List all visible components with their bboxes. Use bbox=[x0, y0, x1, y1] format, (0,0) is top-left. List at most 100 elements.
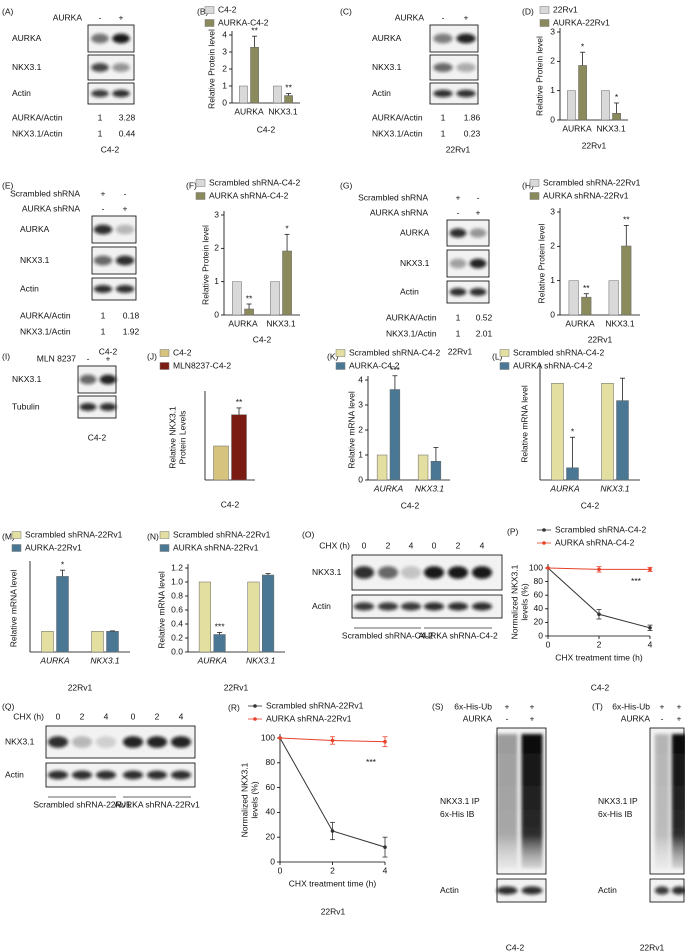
condition-label: Scrambled shRNA bbox=[358, 192, 428, 202]
legend-swatch bbox=[529, 192, 540, 200]
annotation: *** bbox=[631, 576, 642, 586]
bar bbox=[601, 383, 614, 481]
legend-label: Scrambled shRNA-C4-2 bbox=[349, 347, 440, 357]
bar bbox=[282, 250, 292, 316]
row-label: Actin bbox=[400, 286, 419, 296]
blot-band bbox=[99, 374, 117, 385]
legend-label: AURKA shRNA-C4-2 bbox=[555, 537, 635, 547]
condition-label: 6x-His-Ub bbox=[612, 701, 650, 711]
blot-band bbox=[449, 288, 467, 296]
bar bbox=[389, 389, 401, 481]
row-label: Actin bbox=[20, 283, 39, 293]
legend-swatch bbox=[195, 192, 206, 200]
x-tick-label: 0 bbox=[546, 639, 551, 649]
quant-value: 1 bbox=[456, 312, 461, 322]
y-tick-label: 0.6 bbox=[171, 604, 183, 614]
blot-band bbox=[671, 886, 685, 895]
significance: ** bbox=[251, 25, 258, 35]
blot-band bbox=[146, 770, 168, 780]
blot-band bbox=[115, 285, 135, 293]
caption: 22Rv1 bbox=[68, 682, 93, 692]
blot-band bbox=[400, 602, 422, 611]
bar bbox=[91, 631, 104, 653]
row-label: AURKA bbox=[372, 33, 402, 43]
quant-label: AURKA/Actin bbox=[386, 312, 437, 322]
x-tick-label: AURKA bbox=[565, 318, 595, 328]
blot-band bbox=[433, 33, 453, 44]
condition-mark: 4 bbox=[104, 711, 109, 721]
condition-mark: - bbox=[457, 207, 460, 217]
bar bbox=[417, 454, 429, 481]
row-label: Actin bbox=[598, 885, 617, 895]
significance: *** bbox=[215, 622, 226, 632]
condition-mark: + bbox=[530, 713, 535, 723]
bar bbox=[616, 400, 629, 481]
point bbox=[648, 626, 652, 630]
x-tick-label: 0 bbox=[278, 865, 283, 875]
point bbox=[330, 738, 335, 743]
bar bbox=[239, 85, 248, 104]
y-tick-label: 20 bbox=[266, 831, 276, 841]
legend-swatch bbox=[499, 362, 510, 370]
blot-band bbox=[456, 33, 476, 44]
row-label: NKX3.1 bbox=[372, 62, 402, 72]
row-label: 6x-His IB bbox=[440, 809, 475, 819]
blot-band bbox=[47, 736, 69, 748]
bar bbox=[270, 281, 280, 316]
condition-mark: - bbox=[99, 12, 102, 22]
legend-swatch bbox=[335, 349, 346, 357]
quant-value: 1 bbox=[98, 128, 103, 138]
significance: ** bbox=[236, 397, 243, 407]
y-tick-label: 40 bbox=[534, 603, 544, 613]
blot-smear bbox=[496, 734, 518, 868]
y-tick-label: 2 bbox=[550, 56, 555, 66]
blot-band bbox=[469, 288, 487, 296]
y-axis-label: Relative NKX3.1 bbox=[167, 406, 177, 469]
legend-label: Scrambled shRNA-C4-2 bbox=[513, 347, 604, 357]
y-tick-label: 100 bbox=[261, 732, 275, 742]
condition-mark: 2 bbox=[80, 711, 85, 721]
point bbox=[383, 845, 387, 849]
bar bbox=[601, 90, 610, 121]
legend-swatch bbox=[159, 544, 170, 552]
y-axis-label: levels (%) bbox=[249, 781, 259, 818]
panel-label: (I) bbox=[2, 351, 10, 361]
quant-label: NKX3.1/Actin bbox=[12, 128, 63, 138]
blot-band bbox=[71, 770, 93, 780]
blot-membrane bbox=[45, 725, 196, 759]
x-tick-label: 2 bbox=[597, 639, 602, 649]
y-axis-label: Normalized NKX3.1 bbox=[239, 762, 249, 837]
significance: *** bbox=[390, 365, 401, 375]
legend-label: AURKA-C4-2 bbox=[349, 360, 400, 370]
blot-band bbox=[400, 566, 422, 579]
blot-band bbox=[654, 886, 670, 895]
x-tick-label: NKX3.1 bbox=[596, 123, 626, 133]
bar bbox=[581, 296, 592, 316]
y-tick-label: 40 bbox=[266, 807, 276, 817]
point bbox=[546, 566, 550, 570]
condition-mark: 2 bbox=[155, 711, 160, 721]
legend-marker bbox=[253, 704, 257, 708]
blot-band bbox=[471, 602, 493, 611]
x-tick-label: NKX3.1 bbox=[605, 318, 635, 328]
y-tick-label: 0 bbox=[538, 630, 543, 640]
x-tick-label: AURKA bbox=[197, 655, 228, 665]
condition-mark: + bbox=[677, 701, 682, 711]
panel-label: (T) bbox=[592, 701, 603, 711]
row-label: NKX3.1 bbox=[312, 567, 342, 577]
legend-label: AURKA shRNA-C4-2 bbox=[209, 190, 289, 200]
caption: C4-2 bbox=[88, 432, 107, 442]
x-tick-label: NKX3.1 bbox=[246, 655, 276, 665]
quant-label: NKX3.1/Actin bbox=[20, 326, 71, 336]
legend-marker bbox=[253, 717, 257, 721]
x-tick-label: NKX3.1 bbox=[90, 655, 120, 665]
condition-label: CHX (h) bbox=[319, 540, 350, 550]
legend-label: Scrambled shRNA-C4-2 bbox=[209, 177, 300, 187]
row-label: Actin bbox=[312, 601, 331, 611]
panel-label: (H) bbox=[522, 180, 534, 190]
blot-band bbox=[449, 258, 467, 269]
blot-band bbox=[95, 736, 117, 748]
legend-label: AURKA shRNA-22Rv1 bbox=[543, 190, 629, 200]
y-tick-label: 0.8 bbox=[171, 590, 183, 600]
y-tick-label: 0 bbox=[550, 309, 555, 319]
